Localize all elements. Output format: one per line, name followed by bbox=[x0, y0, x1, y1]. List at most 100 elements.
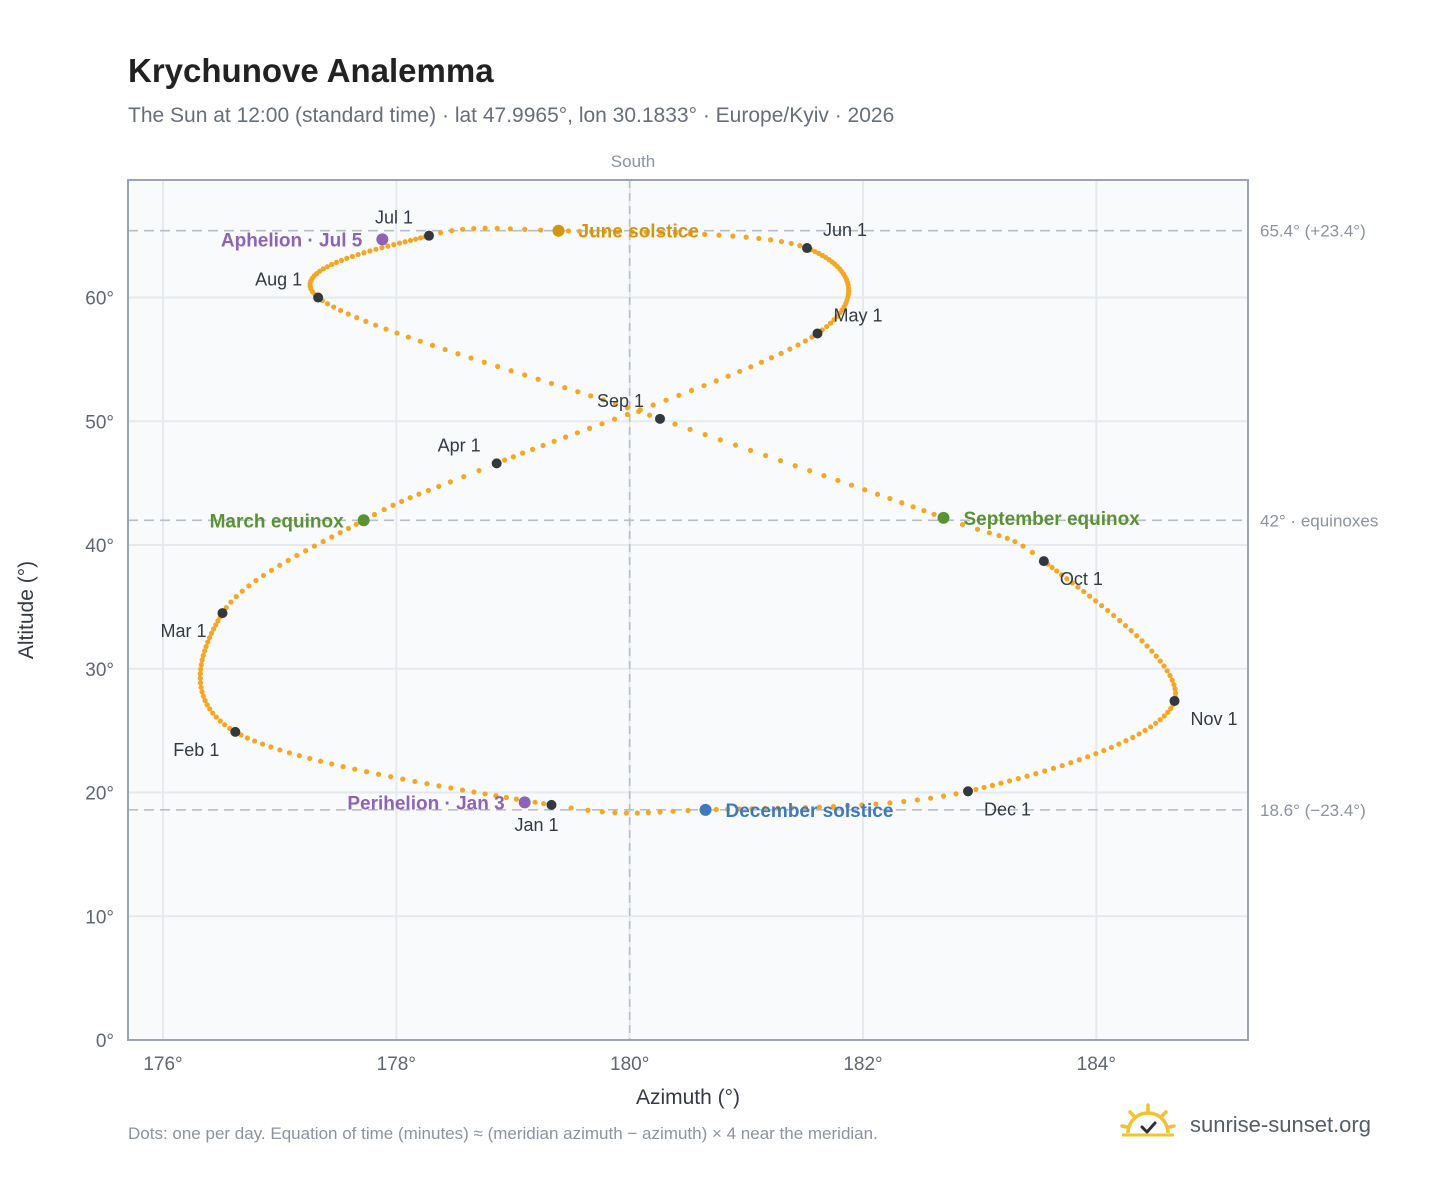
daily-sun-dot bbox=[513, 796, 520, 802]
daily-sun-dot bbox=[345, 525, 351, 532]
daily-sun-dot bbox=[658, 230, 664, 236]
daily-sun-dot bbox=[1134, 633, 1140, 639]
y-tick-label: 30° bbox=[85, 660, 114, 681]
daily-sun-dot bbox=[396, 240, 403, 246]
chart-title: Krychunove Analemma bbox=[128, 52, 494, 89]
daily-sun-dot bbox=[1161, 713, 1167, 719]
daily-sun-dot bbox=[713, 378, 719, 384]
daily-sun-dot bbox=[438, 230, 444, 236]
daily-sun-dot bbox=[363, 769, 370, 775]
daily-sun-dot bbox=[887, 800, 893, 806]
daily-sun-dot bbox=[1015, 775, 1021, 782]
y-tick-label: 0° bbox=[96, 1031, 114, 1052]
daily-sun-dot bbox=[986, 530, 992, 536]
daily-sun-dot bbox=[1085, 754, 1091, 760]
daily-sun-dot bbox=[1093, 598, 1099, 604]
daily-sun-dot bbox=[199, 689, 205, 695]
daily-sun-dot bbox=[835, 477, 841, 484]
daily-sun-dot bbox=[383, 326, 389, 332]
daily-sun-dot bbox=[599, 809, 605, 815]
daily-sun-dot bbox=[198, 684, 204, 690]
daily-sun-dot bbox=[874, 491, 881, 497]
daily-sun-dot bbox=[202, 697, 208, 704]
daily-sun-dot bbox=[1157, 717, 1163, 723]
daily-sun-dot bbox=[367, 248, 373, 254]
daily-sun-dot bbox=[200, 693, 206, 699]
daily-sun-dot bbox=[716, 232, 722, 238]
daily-sun-dot bbox=[688, 387, 695, 394]
daily-sun-dot bbox=[600, 397, 606, 403]
daily-sun-dot bbox=[1116, 741, 1122, 747]
daily-sun-dot bbox=[645, 810, 651, 816]
daily-sun-dot bbox=[959, 521, 966, 528]
event-marker-label: December solstice bbox=[726, 801, 894, 822]
event-marker-dot bbox=[937, 511, 950, 524]
daily-sun-dot bbox=[749, 806, 755, 812]
y-tick-label: 40° bbox=[85, 536, 114, 557]
footnote: Dots: one per day. Equation of time (min… bbox=[128, 1124, 878, 1143]
daily-sun-dot bbox=[548, 380, 555, 387]
event-marker-dot bbox=[376, 233, 389, 246]
daily-sun-dot bbox=[931, 511, 937, 517]
daily-sun-dot bbox=[363, 318, 369, 324]
daily-sun-dot bbox=[1153, 720, 1159, 726]
daily-sun-dot bbox=[215, 618, 221, 624]
daily-sun-dot bbox=[482, 791, 488, 797]
y-axis-label: Altitude (°) bbox=[15, 561, 38, 659]
month-marker-label: Jan 1 bbox=[514, 815, 558, 835]
daily-sun-dot bbox=[222, 722, 228, 728]
y-tick-label: 20° bbox=[85, 784, 114, 805]
daily-sun-dot bbox=[197, 671, 203, 677]
daily-sun-dot bbox=[317, 758, 324, 764]
daily-sun-dot bbox=[1068, 760, 1074, 766]
daily-sun-dot bbox=[953, 791, 959, 797]
daily-sun-dot bbox=[551, 438, 557, 444]
daily-sun-dot bbox=[394, 330, 400, 336]
event-marker-dot bbox=[699, 803, 712, 816]
daily-sun-dot bbox=[670, 808, 676, 814]
daily-sun-dot bbox=[540, 442, 546, 449]
daily-sun-dot bbox=[848, 482, 855, 488]
daily-sun-dot bbox=[824, 323, 830, 330]
daily-sun-dot bbox=[676, 392, 682, 398]
daily-sun-dot bbox=[482, 225, 488, 231]
daily-sun-dot bbox=[736, 806, 743, 812]
y-tick-label: 60° bbox=[85, 289, 114, 310]
daily-sun-dot bbox=[702, 432, 708, 438]
daily-sun-dot bbox=[1169, 677, 1175, 683]
daily-sun-dot bbox=[253, 578, 259, 584]
month-marker-label: Jun 1 bbox=[823, 220, 867, 240]
daily-sun-dot bbox=[331, 304, 337, 310]
daily-sun-dot bbox=[624, 405, 630, 411]
daily-sun-dot bbox=[732, 442, 739, 448]
month-marker-dot bbox=[546, 799, 557, 810]
daily-sun-dot bbox=[615, 229, 621, 235]
daily-sun-dot bbox=[197, 675, 203, 681]
daily-sun-dot bbox=[747, 447, 754, 453]
daily-sun-dot bbox=[206, 635, 213, 641]
daily-sun-dot bbox=[349, 253, 355, 260]
daily-sun-dot bbox=[687, 231, 693, 237]
daily-sun-dot bbox=[425, 487, 431, 494]
daily-sun-dot bbox=[1042, 768, 1048, 774]
daily-sun-dot bbox=[442, 346, 448, 353]
daily-sun-dot bbox=[204, 702, 210, 708]
event-marker-dot bbox=[357, 514, 370, 527]
daily-sun-dot bbox=[1139, 638, 1145, 644]
daily-sun-dot bbox=[827, 320, 834, 326]
daily-sun-dot bbox=[246, 583, 252, 589]
daily-sun-dot bbox=[375, 771, 382, 777]
daily-sun-dot bbox=[1099, 603, 1105, 609]
daily-sun-dot bbox=[1153, 653, 1159, 659]
daily-sun-dot bbox=[887, 495, 893, 502]
daily-sun-dot bbox=[702, 231, 708, 237]
daily-sun-dot bbox=[407, 237, 414, 244]
daily-sun-dot bbox=[311, 543, 318, 549]
daily-sun-dot bbox=[1149, 648, 1155, 654]
daily-sun-dot bbox=[1029, 549, 1035, 555]
daily-sun-dot bbox=[197, 680, 204, 686]
daily-sun-dot bbox=[1075, 584, 1081, 590]
event-marker-label: June solstice bbox=[579, 222, 699, 243]
daily-sun-dot bbox=[989, 782, 996, 788]
daily-sun-dot bbox=[1093, 751, 1099, 757]
